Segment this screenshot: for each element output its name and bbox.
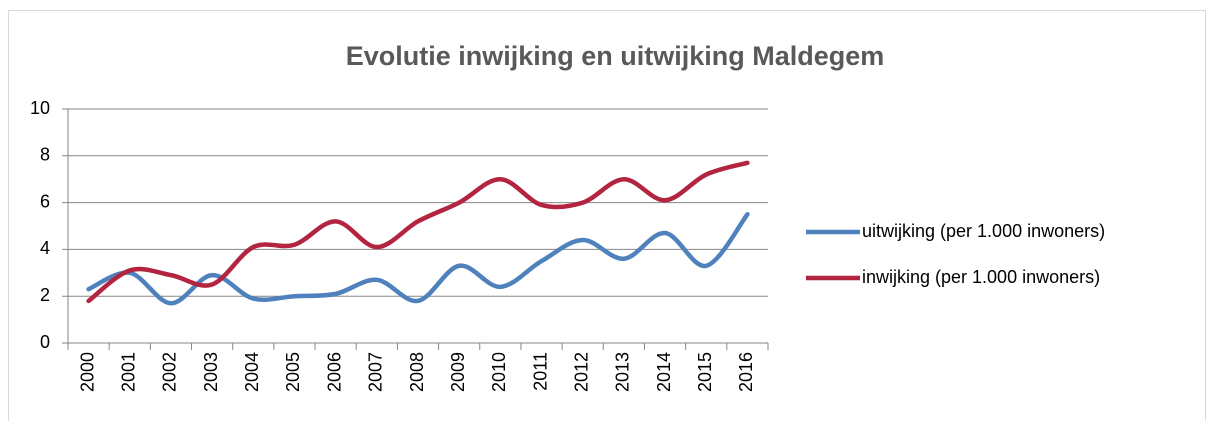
x-tick-label: 2005 [283, 352, 303, 392]
x-tick-label: 2010 [489, 352, 509, 392]
x-tick-label: 2007 [366, 352, 386, 392]
x-tick-label: 2003 [201, 352, 221, 392]
series-line [86, 160, 750, 304]
legend-label: uitwijking (per 1.000 inwoners) [862, 221, 1105, 241]
y-tick-label: 8 [40, 145, 50, 165]
chart-title: Evolutie inwijking en uitwijking Maldege… [346, 41, 885, 71]
x-tick-label: 2015 [695, 352, 715, 392]
x-tick-label: 2004 [242, 352, 262, 392]
series-line [86, 212, 750, 306]
y-tick-label: 0 [40, 332, 50, 352]
x-tick-label: 2012 [571, 352, 591, 392]
x-tick-label: 2014 [654, 352, 674, 392]
x-tick-label: 2011 [530, 352, 550, 391]
y-tick-label: 10 [30, 98, 50, 118]
y-tick-label: 2 [40, 285, 50, 305]
x-tick-label: 2009 [448, 352, 468, 392]
x-tick-label: 2016 [736, 352, 756, 392]
y-tick-label: 6 [40, 191, 50, 211]
x-tick-label: 2002 [160, 352, 180, 392]
x-tick-label: 2006 [324, 352, 344, 392]
y-tick-label: 4 [40, 238, 50, 258]
x-tick-label: 2001 [119, 352, 139, 392]
x-tick-label: 2013 [613, 352, 633, 392]
x-tick-label: 2008 [407, 352, 427, 392]
x-tick-label: 2000 [77, 352, 97, 392]
chart-frame [8, 10, 1206, 426]
legend-label: inwijking (per 1.000 inwoners) [862, 267, 1100, 287]
